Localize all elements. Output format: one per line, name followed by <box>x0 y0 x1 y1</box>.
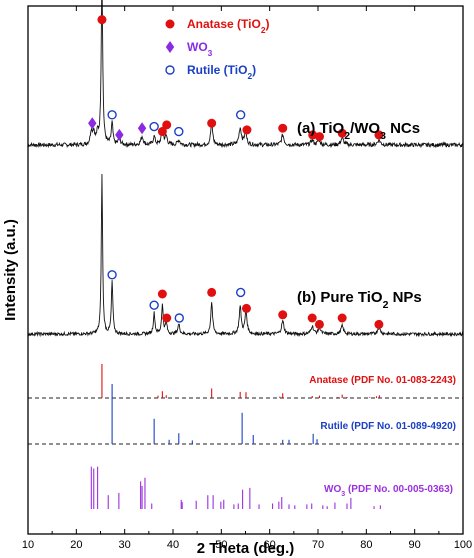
x-tick-label: 60 <box>264 539 276 551</box>
x-tick-label: 70 <box>312 539 324 551</box>
marker-anatase <box>314 319 324 329</box>
phase-markers <box>88 15 384 329</box>
x-tick-label: 10 <box>22 539 34 551</box>
legend-label-rutile: Rutile (TiO2) <box>187 63 256 81</box>
marker-anatase <box>157 289 167 299</box>
reference-label-wo3: WO3 (PDF No. 00-005-0363) <box>324 484 453 498</box>
marker-anatase <box>162 120 172 130</box>
sample-label-b: (b) Pure TiO2 NPs <box>297 289 422 311</box>
marker-rutile <box>235 287 246 298</box>
x-tick-label: 30 <box>119 539 131 551</box>
marker-anatase <box>307 313 317 323</box>
marker-anatase <box>97 15 107 25</box>
marker-rutile <box>149 300 159 310</box>
marker-anatase <box>337 128 347 138</box>
legend-label-wo3: WO3 <box>187 40 213 58</box>
marker-wo3 <box>88 117 97 130</box>
marker-wo3 <box>137 122 147 135</box>
x-tick-label: 50 <box>215 539 227 551</box>
marker-rutile <box>174 126 184 137</box>
x-tick-label: 90 <box>409 539 421 551</box>
marker-anatase <box>241 303 251 313</box>
sample-labels: (a) TiO2/WO3 NCs (b) Pure TiO2 NPs <box>297 120 422 311</box>
reference-label-anatase: Anatase (PDF No. 01-083-2243) <box>309 375 456 386</box>
marker-rutile <box>235 110 246 120</box>
legend-marker-wo3 <box>165 41 175 53</box>
marker-wo3 <box>115 128 124 141</box>
marker-rutile <box>107 110 117 120</box>
y-axis-title: Intensity (a.u.) <box>2 219 19 321</box>
legend-label-anatase: Anatase (TiO2) <box>187 17 269 35</box>
marker-anatase <box>314 132 324 142</box>
x-tick-label: 80 <box>360 539 372 551</box>
marker-anatase <box>162 313 172 323</box>
marker-rutile <box>107 270 117 280</box>
marker-anatase <box>278 123 288 133</box>
legend-marker-rutile <box>165 65 175 75</box>
marker-anatase <box>374 130 384 140</box>
x-tick-label: 100 <box>454 539 472 551</box>
marker-anatase <box>308 130 318 140</box>
marker-rutile <box>174 313 184 323</box>
legend-marker-anatase <box>165 19 175 29</box>
marker-anatase <box>374 319 384 329</box>
marker-anatase <box>207 287 217 297</box>
sample-label-a: (a) TiO2/WO3 NCs <box>297 120 420 142</box>
x-tick-label: 20 <box>70 539 82 551</box>
marker-anatase <box>278 310 288 320</box>
legend: Anatase (TiO2) WO3 Rutile (TiO2) <box>165 17 269 81</box>
reference-patterns: Anatase (PDF No. 01-083-2243) Rutile (PDF… <box>28 364 463 509</box>
reference-label-rutile: Rutile (PDF No. 01-089-4920) <box>320 421 456 432</box>
marker-anatase <box>207 118 217 128</box>
marker-rutile <box>149 121 159 132</box>
marker-anatase <box>337 313 347 323</box>
x-axis: 10 20 30 40 50 60 70 80 90 100 <box>22 6 472 551</box>
x-axis-title: 2 Theta (deg.) <box>197 540 295 557</box>
marker-anatase <box>157 127 167 137</box>
x-tick-label: 40 <box>167 539 179 551</box>
marker-anatase <box>242 125 252 135</box>
